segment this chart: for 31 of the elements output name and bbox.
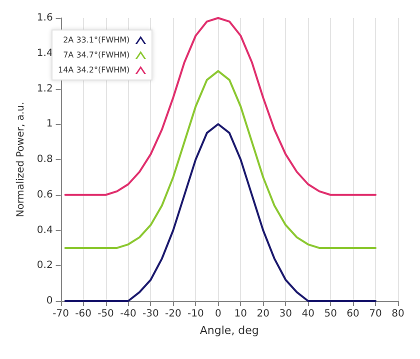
x-tick-label: 80 xyxy=(392,308,404,320)
x-tick-label: 0 xyxy=(214,308,222,320)
y-tick-label: 1 xyxy=(46,118,53,130)
x-tick-label: -50 xyxy=(98,308,114,320)
x-tick-label: -30 xyxy=(142,308,159,320)
y-tick-label: 0.2 xyxy=(36,260,53,272)
y-tick-label: 0.6 xyxy=(36,189,53,200)
x-tick-label: 40 xyxy=(302,308,314,320)
y-tick-label: 1.4 xyxy=(36,48,53,59)
y-tick-label: 0.4 xyxy=(36,224,53,236)
x-tick-label: -70 xyxy=(52,308,69,320)
x-tick-label: 70 xyxy=(369,308,382,320)
y-tick-label: 1.2 xyxy=(36,83,53,94)
x-axis-title: Angle, deg xyxy=(200,324,259,337)
legend-label: 7A 34.7°(FWHM) xyxy=(63,50,130,60)
y-tick-label: 0 xyxy=(46,296,53,306)
x-tick-label: 30 xyxy=(279,308,292,320)
x-tick-label: -10 xyxy=(188,308,204,320)
x-tick-label: 60 xyxy=(346,308,360,320)
x-tick-label: 50 xyxy=(324,308,337,320)
line-series xyxy=(64,123,377,302)
legend-label: 2A 33.1°(FWHM) xyxy=(63,36,130,44)
legend-label: 14A 34.2°(FWHM) xyxy=(58,66,130,74)
x-tick-label: -40 xyxy=(120,308,136,320)
x-tick-label: -20 xyxy=(165,308,182,320)
x-tick-label: 20 xyxy=(256,308,270,320)
y-tick-label: 0.8 xyxy=(36,154,53,165)
y-axis-title: Normalized Power, a.u. xyxy=(16,102,26,218)
x-tick-label: 10 xyxy=(234,308,248,320)
x-tick-label: -60 xyxy=(75,308,92,320)
y-tick-label: 1.6 xyxy=(36,12,53,24)
